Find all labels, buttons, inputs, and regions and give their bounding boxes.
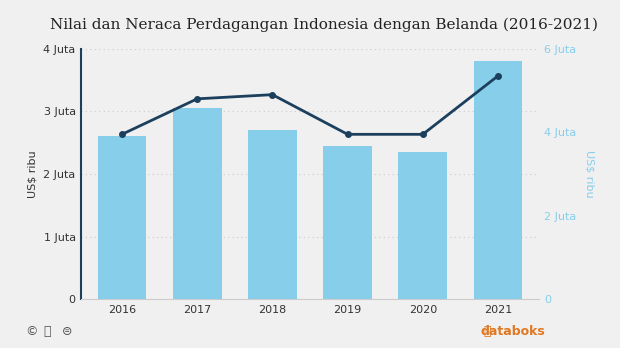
Text: ⓘ: ⓘ [43,325,51,338]
Bar [97,136,146,299]
Text: ©: © [25,325,37,338]
Bar [173,108,221,299]
Bar [248,130,297,299]
Bar [474,61,523,299]
Text: Nilai dan Neraca Perdagangan Indonesia dengan Belanda (2016-2021): Nilai dan Neraca Perdagangan Indonesia d… [50,17,598,32]
Bar [399,152,447,299]
Bar [323,146,372,299]
Text: databoks: databoks [481,325,546,338]
Y-axis label: US$ ribu: US$ ribu [28,150,38,198]
Text: ⫶: ⫶ [484,325,491,338]
Text: ⊜: ⊜ [62,325,73,338]
Y-axis label: US$ ribu: US$ ribu [585,150,595,198]
